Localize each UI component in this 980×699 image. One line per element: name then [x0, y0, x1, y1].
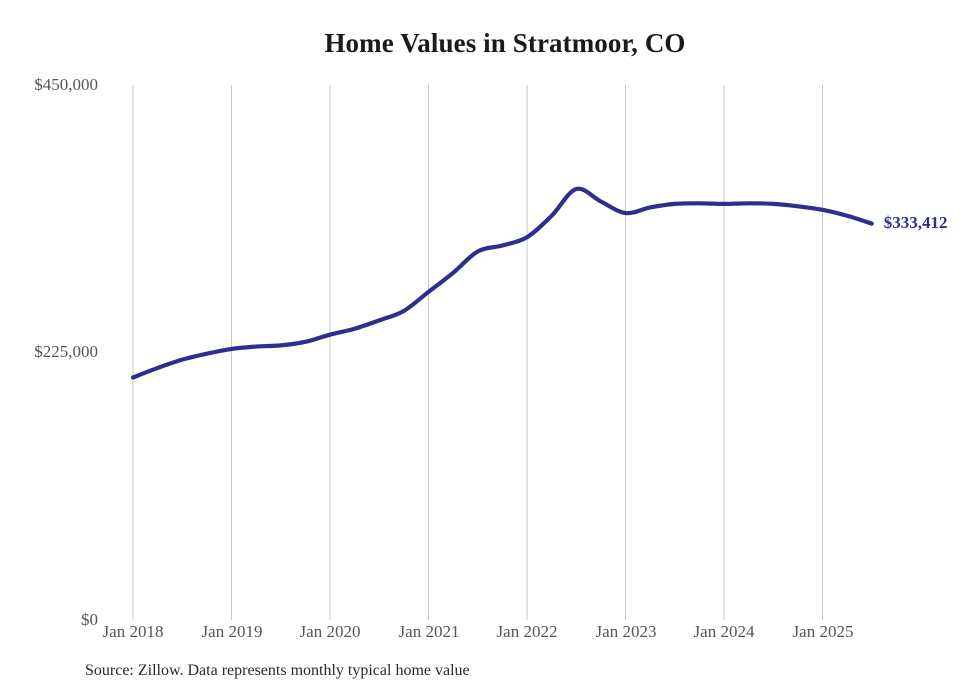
x-tick-label-jan-2022: Jan 2022	[496, 622, 558, 641]
x-tick-label-jan-2021: Jan 2021	[398, 622, 460, 641]
x-tick-label-jan-2025: Jan 2025	[792, 622, 854, 641]
x-tick-label-jan-2023: Jan 2023	[595, 622, 657, 641]
chart-title: Home Values in Stratmoor, CO	[324, 28, 686, 58]
x-tick-label-jan-2024: Jan 2024	[693, 622, 755, 641]
end-value-annotation: $333,412	[883, 212, 948, 232]
vertical-gridlines	[132, 85, 823, 620]
x-tick-label-jan-2020: Jan 2020	[299, 622, 361, 641]
x-tick-label-jan-2018: Jan 2018	[102, 622, 164, 641]
x-tick-label-jan-2019: Jan 2019	[201, 622, 263, 641]
home-value-trend-line	[130, 186, 874, 380]
y-tick-label-450000: $450,000	[34, 75, 98, 94]
y-tick-label-225000: $225,000	[34, 342, 98, 361]
y-tick-label-0: $0	[81, 610, 98, 629]
source-note: Source: Zillow. Data represents monthly …	[85, 662, 470, 679]
